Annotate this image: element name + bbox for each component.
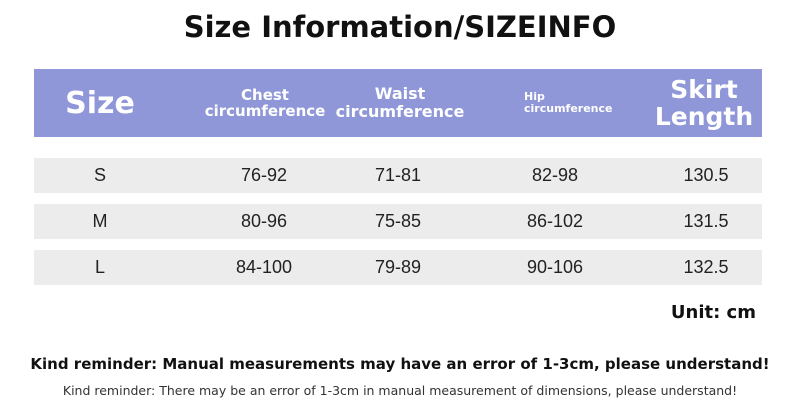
title: Size Information/SIZEINFO <box>183 10 617 44</box>
reminder-bold: Kind reminder: Manual measurements may h… <box>30 355 770 373</box>
table-header: Size Chest circumference Waist circumfer… <box>34 69 762 137</box>
table-cell: 84-100 <box>235 257 293 277</box>
table-cell: L <box>94 257 105 277</box>
header-cell: Size <box>65 85 135 121</box>
table-cell: 76-92 <box>240 165 288 185</box>
table-cell: 90-106 <box>526 257 584 277</box>
header-cell: Chest circumference <box>204 85 326 120</box>
header-cell: Skirt Length <box>654 74 754 131</box>
table-row: L 84-100 79-89 90-106 132.5 <box>34 250 762 285</box>
table-cell: 82-98 <box>531 165 579 185</box>
header-cell: Hip circumference <box>524 89 613 115</box>
table-cell: 79-89 <box>374 257 422 277</box>
table-cell: 130.5 <box>683 165 729 185</box>
reminder: Kind reminder: There may be an error of … <box>62 383 738 398</box>
table-cell: 71-81 <box>374 165 422 185</box>
table-cell: S <box>93 165 106 185</box>
table-cell: 131.5 <box>683 211 729 231</box>
table-row: M 80-96 75-85 86-102 131.5 <box>34 204 762 239</box>
unit: Unit: cm <box>670 302 756 323</box>
table-cell: M <box>92 211 108 231</box>
table-cell: 86-102 <box>526 211 584 231</box>
table-cell: 80-96 <box>240 211 288 231</box>
table-cell: 75-85 <box>374 211 422 231</box>
table-row: S 76-92 71-81 82-98 130.5 <box>34 158 762 193</box>
table-cell: 132.5 <box>683 257 729 277</box>
header-cell: Waist circumference <box>335 84 465 121</box>
